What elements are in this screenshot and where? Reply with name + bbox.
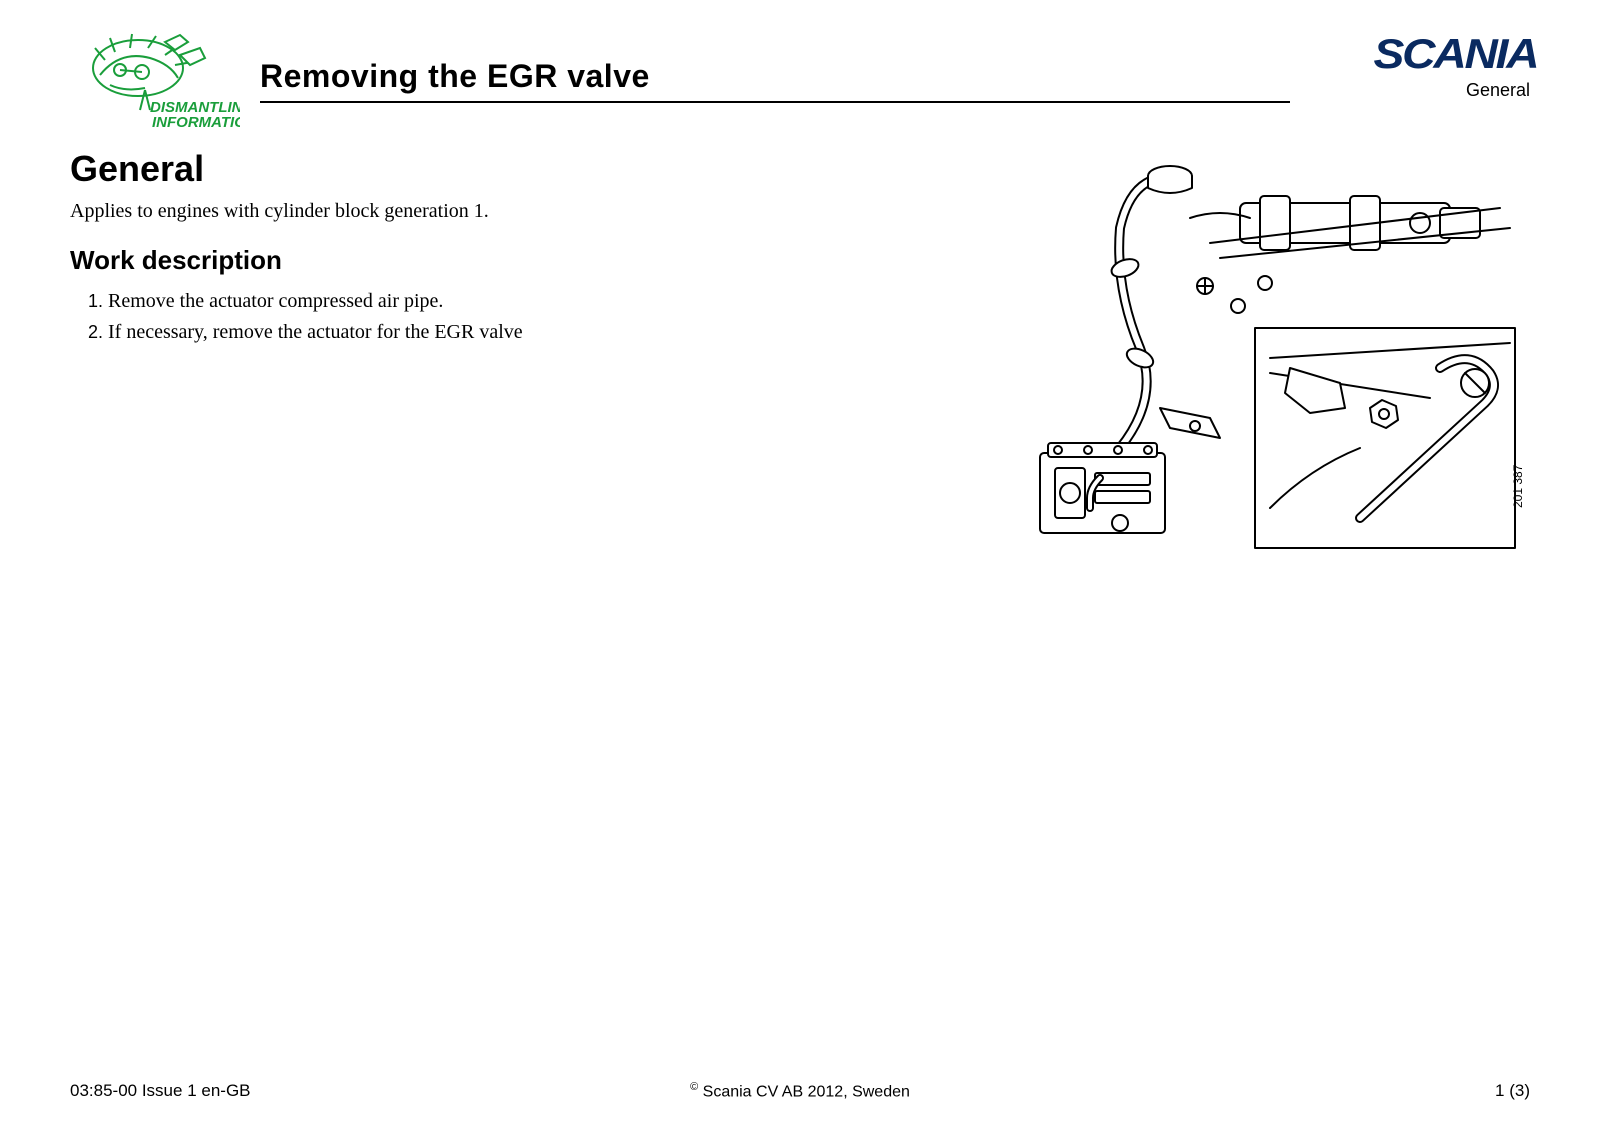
applies-text: Applies to engines with cylinder block g… [70, 200, 830, 223]
step-item: Remove the actuator compressed air pipe. [108, 286, 830, 317]
title-area: Removing the EGR valve [260, 30, 1290, 103]
figure-ref: 201 387 [1511, 464, 1525, 508]
page: DISMANTLING INFORMATION Removing the EGR… [0, 0, 1600, 1131]
title-rule [260, 101, 1290, 103]
subsection-heading: Work description [70, 245, 830, 276]
footer-center-text: Scania CV AB 2012, Sweden [698, 1083, 910, 1100]
subhead-right: General [1310, 80, 1530, 101]
page-header: DISMANTLING INFORMATION Removing the EGR… [70, 30, 1530, 130]
page-footer: 03:85-00 Issue 1 en-GB 1 (3) © Scania CV… [70, 1081, 1530, 1101]
copyright-symbol: © [690, 1081, 698, 1093]
footer-center: © Scania CV AB 2012, Sweden [70, 1081, 1530, 1101]
dismantling-logo: DISMANTLING INFORMATION [70, 30, 240, 130]
content-area: General Applies to engines with cylinder… [70, 148, 1530, 573]
steps-list: Remove the actuator compressed air pipe.… [70, 286, 830, 348]
step-item: If necessary, remove the actuator for th… [108, 317, 830, 348]
section-heading: General [70, 148, 830, 190]
dismantling-logo-svg: DISMANTLING INFORMATION [70, 30, 240, 130]
brand-area: SCANIA General [1310, 30, 1530, 101]
logo-text-2: INFORMATION [152, 114, 240, 130]
figure-svg: 201 387 [1010, 148, 1530, 568]
left-column: General Applies to engines with cylinder… [70, 148, 830, 573]
scania-wordmark: SCANIA [1374, 30, 1538, 78]
document-title: Removing the EGR valve [260, 58, 1290, 95]
figure: 201 387 [1010, 148, 1530, 573]
right-column: 201 387 [1010, 148, 1530, 573]
